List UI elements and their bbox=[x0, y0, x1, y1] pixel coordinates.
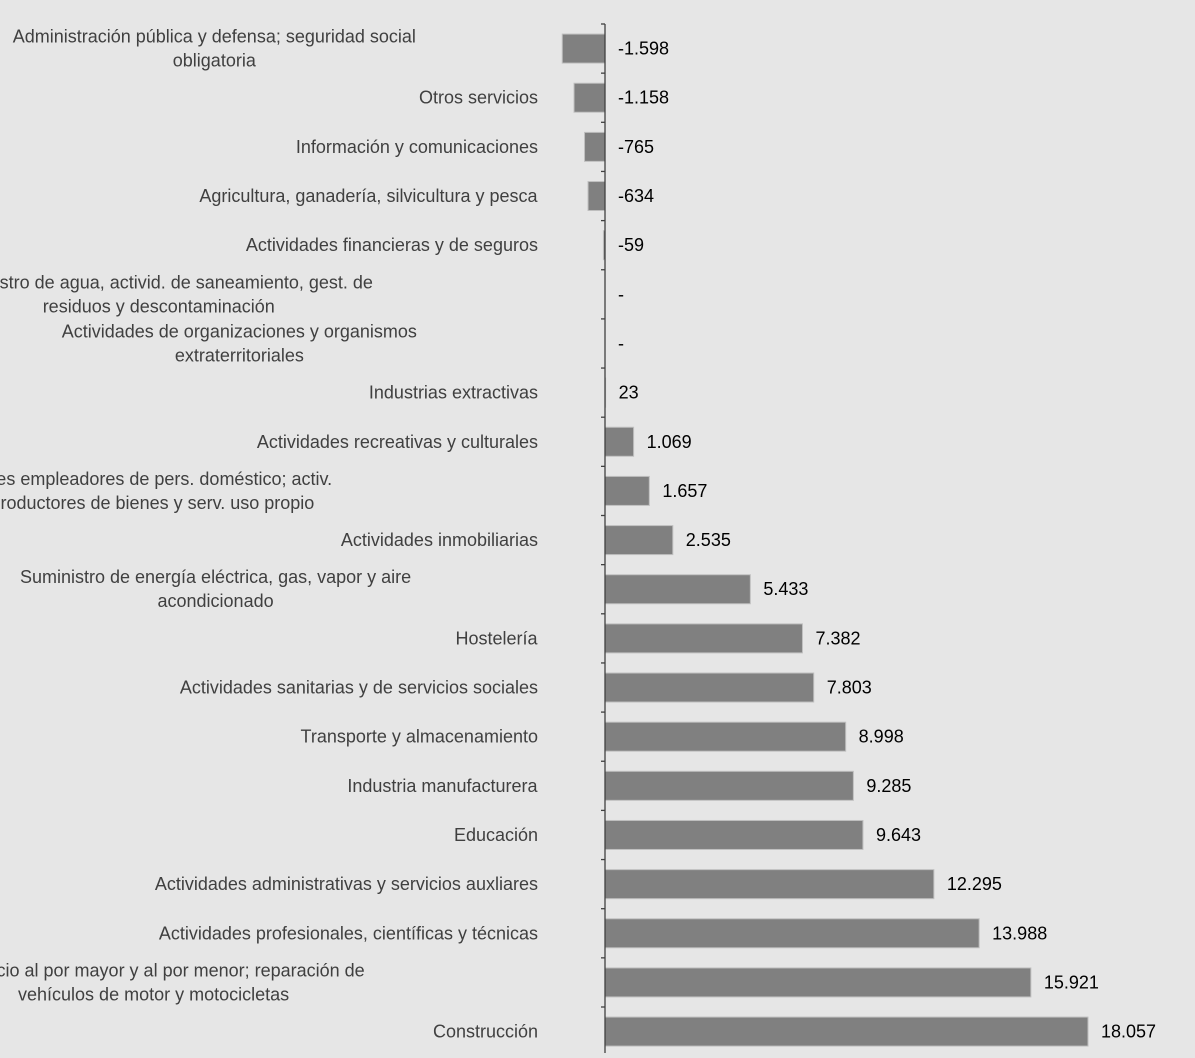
value-label-5: - bbox=[618, 284, 624, 304]
category-label-12: Hostelería bbox=[455, 628, 538, 648]
value-label-20: 18.057 bbox=[1101, 1022, 1156, 1042]
category-label-line: Activ. hogares empleadores de pers. domé… bbox=[0, 469, 332, 489]
category-label-14: Transporte y almacenamiento bbox=[301, 727, 538, 747]
category-label-line: obligatoria bbox=[173, 51, 257, 71]
value-label-1: -1.158 bbox=[618, 88, 669, 108]
category-label-line: Otros servicios bbox=[419, 88, 538, 108]
category-label-line: Suministro de energía eléctrica, gas, va… bbox=[20, 567, 411, 587]
category-label-13: Actividades sanitarias y de servicios so… bbox=[180, 678, 538, 698]
value-label-10: 2.535 bbox=[686, 530, 731, 550]
category-label-17: Actividades administrativas y servicios … bbox=[155, 874, 538, 894]
category-label-20: Construcción bbox=[433, 1022, 538, 1042]
category-label-line: Comercio al por mayor y al por menor; re… bbox=[0, 960, 365, 980]
category-label-line: Agricultura, ganadería, silvicultura y p… bbox=[199, 186, 538, 206]
category-label-7: Industrias extractivas bbox=[369, 383, 538, 403]
category-label-line: Actividades de organizaciones y organism… bbox=[62, 321, 417, 341]
category-label-9: Activ. hogares empleadores de pers. domé… bbox=[0, 469, 332, 513]
category-label-line: Construcción bbox=[433, 1022, 538, 1042]
value-label-17: 12.295 bbox=[947, 874, 1002, 894]
bar-9 bbox=[604, 475, 650, 506]
category-label-line: Administración pública y defensa; seguri… bbox=[13, 27, 416, 47]
bar-1 bbox=[573, 82, 606, 113]
category-label-line: Educación bbox=[454, 825, 538, 845]
bar-8 bbox=[604, 426, 635, 457]
value-label-11: 5.433 bbox=[763, 579, 808, 599]
category-label-line: Actividades inmobiliarias bbox=[341, 530, 538, 550]
value-label-15: 9.285 bbox=[866, 776, 911, 796]
axis-layer bbox=[601, 23, 606, 1053]
value-label-4: -59 bbox=[618, 235, 644, 255]
bar-0 bbox=[561, 33, 606, 64]
category-label-line: Hostelería bbox=[455, 628, 538, 648]
value-label-0: -1.598 bbox=[618, 39, 669, 59]
value-label-12: 7.382 bbox=[815, 628, 860, 648]
category-label-18: Actividades profesionales, científicas y… bbox=[159, 923, 538, 943]
category-label-line: residuos y descontaminación bbox=[43, 296, 275, 316]
category-label-4: Actividades financieras y de seguros bbox=[246, 235, 538, 255]
category-label-11: Suministro de energía eléctrica, gas, va… bbox=[20, 567, 411, 611]
category-label-6: Actividades de organizaciones y organism… bbox=[62, 321, 417, 365]
category-label-line: vehículos de motor y motocicletas bbox=[18, 984, 289, 1004]
category-label-line: Industria manufacturera bbox=[347, 776, 538, 796]
category-label-2: Información y comunicaciones bbox=[296, 137, 538, 157]
category-label-line: Industrias extractivas bbox=[369, 383, 538, 403]
bar-10 bbox=[604, 525, 674, 556]
category-label-line: Actividades recreativas y culturales bbox=[257, 432, 538, 452]
bar-19 bbox=[604, 967, 1032, 998]
category-label-0: Administración pública y defensa; seguri… bbox=[13, 27, 416, 71]
bar-17 bbox=[604, 869, 935, 900]
category-label-1: Otros servicios bbox=[419, 88, 538, 108]
value-label-9: 1.657 bbox=[662, 481, 707, 501]
value-label-6: - bbox=[618, 333, 624, 353]
category-label-line: Actividades profesionales, científicas y… bbox=[159, 923, 538, 943]
bar-18 bbox=[604, 918, 980, 949]
value-labels: -1.598 -1.158 -765 -634 -59 - - 23 1.069 1.657 2.5… bbox=[618, 39, 1156, 1042]
value-label-3: -634 bbox=[618, 186, 654, 206]
category-label-line: Actividades sanitarias y de servicios so… bbox=[180, 678, 538, 698]
bar-15 bbox=[604, 770, 854, 801]
value-label-13: 7.803 bbox=[827, 678, 872, 698]
category-label-8: Actividades recreativas y culturales bbox=[257, 432, 538, 452]
category-label-line: Información y comunicaciones bbox=[296, 137, 538, 157]
category-label-19: Comercio al por mayor y al por menor; re… bbox=[0, 960, 365, 1004]
value-label-8: 1.069 bbox=[647, 432, 692, 452]
value-label-18: 13.988 bbox=[992, 923, 1047, 943]
bar-11 bbox=[604, 574, 751, 605]
value-label-2: -765 bbox=[618, 137, 654, 157]
category-label-16: Educación bbox=[454, 825, 538, 845]
category-label-5: Suministro de agua, activid. de saneamie… bbox=[0, 272, 373, 316]
category-label-15: Industria manufacturera bbox=[347, 776, 538, 796]
category-label-line: acondicionado bbox=[158, 591, 274, 611]
category-label-line: Actividades financieras y de seguros bbox=[246, 235, 538, 255]
category-label-line: Actividades administrativas y servicios … bbox=[155, 874, 538, 894]
value-label-7: 23 bbox=[619, 383, 639, 403]
value-label-16: 9.643 bbox=[876, 825, 921, 845]
bar-13 bbox=[604, 672, 815, 703]
bar-14 bbox=[604, 721, 847, 752]
category-label-line: hogares productores de bienes y serv. us… bbox=[0, 493, 314, 513]
category-label-3: Agricultura, ganadería, silvicultura y p… bbox=[199, 186, 538, 206]
category-labels: Administración pública y defensa; seguri… bbox=[0, 27, 538, 1042]
bar-12 bbox=[604, 623, 803, 654]
bar-20 bbox=[604, 1016, 1089, 1047]
bar-2 bbox=[584, 131, 606, 162]
bars-layer bbox=[561, 33, 1089, 1047]
category-label-line: Transporte y almacenamiento bbox=[301, 727, 538, 747]
category-label-line: extraterritoriales bbox=[175, 345, 304, 365]
value-label-19: 15.921 bbox=[1044, 972, 1099, 992]
category-label-line: Suministro de agua, activid. de saneamie… bbox=[0, 272, 373, 292]
value-label-14: 8.998 bbox=[859, 727, 904, 747]
bar-16 bbox=[604, 819, 864, 850]
category-label-10: Actividades inmobiliarias bbox=[341, 530, 538, 550]
bar-3 bbox=[587, 181, 606, 212]
